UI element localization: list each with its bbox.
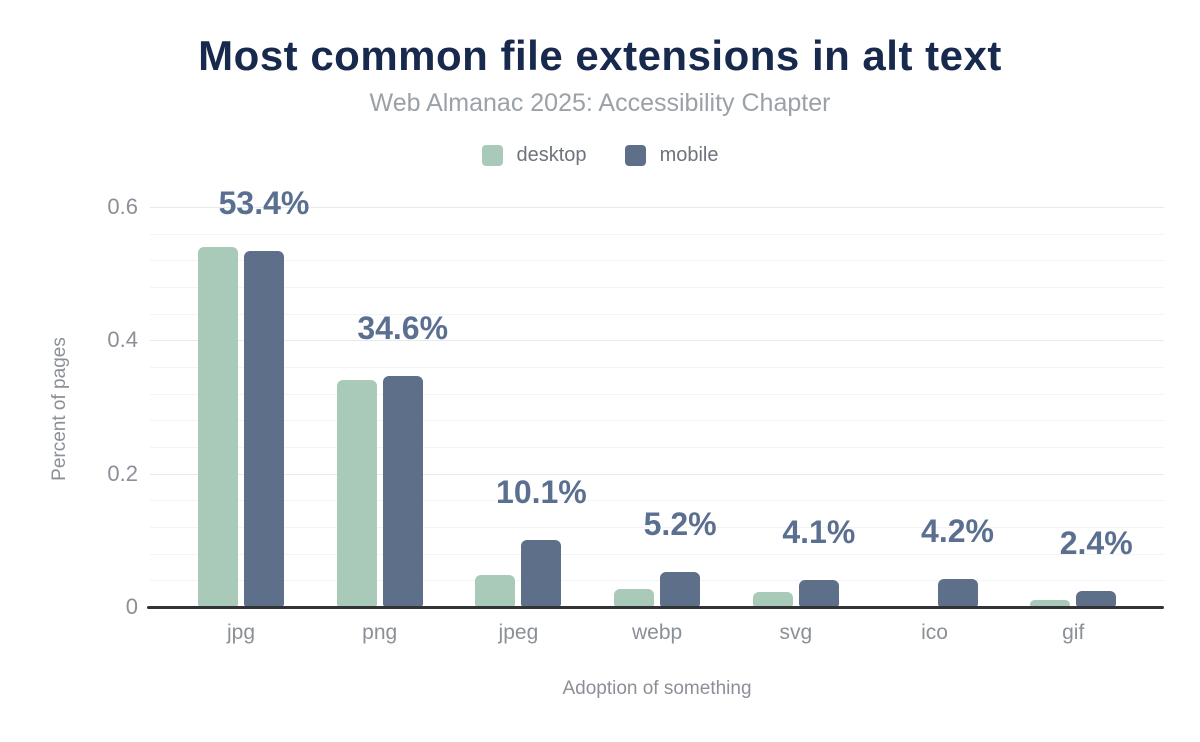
value-label-ico: 4.2% xyxy=(921,513,994,549)
x-tick-label-ico: ico xyxy=(921,621,948,644)
value-label-png: 34.6% xyxy=(357,310,449,347)
legend-label: desktop xyxy=(516,144,587,166)
bar-desktop-svg xyxy=(752,591,793,607)
y-axis-title: Percent of pages xyxy=(49,337,70,481)
y-tick-label-0.2: 0.2 xyxy=(107,460,138,486)
bar-desktop-jpeg xyxy=(475,575,516,607)
minor-gridline xyxy=(150,260,1164,262)
legend-swatch-desktop xyxy=(481,145,503,166)
x-tick-label-jpg: jpg xyxy=(226,621,256,644)
y-tick-label-0: 0 xyxy=(125,594,138,619)
bar-mobile-jpeg xyxy=(521,539,562,607)
bar-desktop-jpg xyxy=(198,247,238,607)
bar-mobile-gif xyxy=(1076,591,1117,607)
bar-mobile-ico xyxy=(937,579,978,607)
x-tick-label-png: png xyxy=(362,621,398,644)
bar-mobile-webp xyxy=(660,572,701,607)
major-gridline xyxy=(150,473,1164,475)
bar-mobile-svg xyxy=(798,579,839,607)
minor-gridline xyxy=(150,447,1164,448)
minor-gridline xyxy=(150,580,1164,582)
legend-swatch-mobile xyxy=(624,145,646,166)
x-tick-label-jpeg: jpeg xyxy=(498,621,539,644)
major-gridline xyxy=(150,207,1164,208)
legend-item-mobile: mobile xyxy=(624,144,719,167)
bar-mobile-jpg xyxy=(244,251,284,607)
bar-desktop-png xyxy=(336,379,377,607)
y-tick-label-0.6: 0.6 xyxy=(107,194,138,219)
minor-gridline xyxy=(150,367,1164,368)
x-tick-label-webp: webp xyxy=(631,621,683,644)
major-gridline xyxy=(150,340,1164,342)
minor-gridline xyxy=(150,527,1164,528)
minor-gridline xyxy=(150,393,1164,395)
bar-mobile-png xyxy=(382,376,423,607)
x-axis-title: Adoption of something xyxy=(562,678,752,699)
value-label-webp: 5.2% xyxy=(643,506,717,543)
bar-desktop-gif xyxy=(1030,600,1071,607)
minor-gridline xyxy=(150,233,1164,235)
minor-gridline xyxy=(150,500,1164,502)
chart-subtitle: Web Almanac 2025: Accessibility Chapter xyxy=(369,89,831,117)
x-tick-label-svg: svg xyxy=(779,621,813,644)
minor-gridline xyxy=(150,553,1164,555)
minor-gridline xyxy=(150,313,1164,315)
x-tick-label-gif: gif xyxy=(1062,621,1085,644)
value-label-gif: 2.4% xyxy=(1059,525,1133,561)
minor-gridline xyxy=(150,287,1164,288)
value-label-jpeg: 10.1% xyxy=(496,473,587,510)
legend: desktop mobile xyxy=(0,144,1200,167)
value-label-jpg: 53.4% xyxy=(218,185,310,221)
bar-desktop-webp xyxy=(614,589,655,607)
value-label-svg: 4.1% xyxy=(782,513,856,550)
legend-label: mobile xyxy=(659,144,719,166)
x-axis-line xyxy=(147,606,1164,609)
chart-title: Most common file extensions in alt text xyxy=(198,32,1002,79)
legend-item-desktop: desktop xyxy=(481,144,587,167)
y-tick-label-0.4: 0.4 xyxy=(107,327,138,353)
minor-gridline xyxy=(150,420,1164,422)
